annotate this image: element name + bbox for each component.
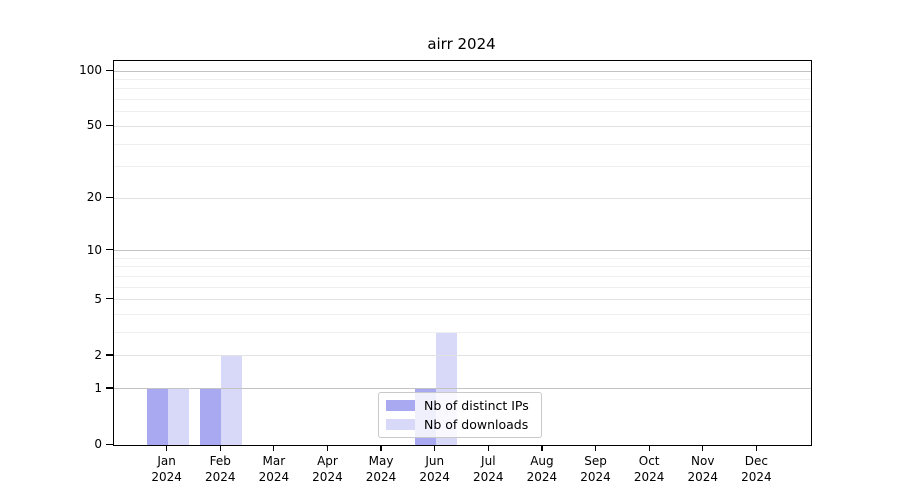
x-tick-month: Nov — [691, 454, 715, 468]
x-tick-label-jan: Jan 2024 — [132, 453, 202, 485]
x-tick-label-jul: Jul 2024 — [453, 453, 523, 485]
y-tick-mark — [106, 124, 113, 127]
x-tick-mark — [166, 445, 168, 451]
bar-downloads-jan — [167, 388, 189, 445]
x-tick-mark — [594, 445, 597, 451]
bar-downloads-feb — [221, 355, 243, 445]
y-tick-mark — [106, 69, 113, 71]
x-tick-mark — [326, 445, 329, 451]
y-tick-label: 50 — [86, 118, 102, 133]
x-tick-year: 2024 — [741, 470, 772, 484]
x-tick-label-apr: Apr 2024 — [292, 453, 362, 485]
gridline-minor — [114, 332, 811, 334]
y-tick-mark — [106, 443, 113, 445]
gridline-minor — [114, 314, 811, 316]
x-tick-year: 2024 — [687, 470, 719, 484]
gridline-mid — [114, 299, 811, 301]
legend-item-distinct-ips: Nb of distinct IPs — [386, 398, 529, 413]
chart-title: airr 2024 — [427, 35, 496, 53]
x-tick-month: Oct — [638, 454, 660, 468]
x-tick-mark — [648, 445, 650, 451]
y-tick-mark — [106, 196, 113, 198]
legend-label-distinct-ips: Nb of distinct IPs — [424, 398, 529, 413]
x-tick-mark — [487, 445, 489, 451]
x-tick-year: 2024 — [633, 470, 665, 484]
x-tick-year: 2024 — [151, 470, 182, 484]
x-tick-month: Aug — [530, 454, 554, 468]
x-tick-month: Sep — [584, 454, 607, 468]
x-tick-month: Jun — [425, 454, 445, 468]
x-tick-month: Jul — [481, 454, 496, 468]
x-tick-mark — [380, 445, 382, 451]
x-tick-year: 2024 — [580, 470, 611, 484]
x-tick-month: Mar — [262, 454, 286, 468]
y-tick-label: 20 — [86, 190, 102, 205]
gridline-mid — [114, 197, 811, 199]
x-tick-year: 2024 — [204, 470, 236, 484]
y-tick-label: 0 — [94, 437, 102, 451]
x-tick-year: 2024 — [312, 470, 343, 484]
x-tick-mark — [434, 445, 436, 451]
x-tick-label-nov: Nov 2024 — [668, 453, 738, 485]
gridline-major — [114, 250, 811, 252]
y-tick-mark — [106, 249, 113, 251]
y-tick-label: 10 — [86, 242, 102, 257]
legend-swatch-distinct-ips — [386, 400, 415, 411]
x-tick-mark — [541, 445, 543, 451]
gridline-minor — [114, 275, 811, 277]
x-tick-year: 2024 — [473, 470, 504, 484]
y-tick-label: 2 — [94, 347, 102, 362]
x-tick-label-sep: Sep 2024 — [561, 453, 631, 485]
gridline-mid — [114, 125, 811, 127]
y-tick-label: 5 — [94, 291, 102, 306]
x-tick-year: 2024 — [526, 470, 558, 484]
y-tick-label: 1 — [94, 380, 102, 395]
x-tick-label-mar: Mar 2024 — [239, 453, 309, 485]
gridline-minor — [114, 266, 811, 268]
y-tick-mark — [106, 387, 113, 389]
x-tick-label-oct: Oct 2024 — [614, 453, 684, 485]
gridline-minor — [114, 88, 811, 90]
x-tick-month: Jan — [157, 454, 176, 468]
x-tick-label-may: May 2024 — [346, 453, 416, 485]
bar-distinct-ips-jan — [146, 388, 168, 445]
gridline-minor — [114, 257, 811, 259]
legend-swatch-downloads — [386, 419, 415, 430]
x-tick-label-feb: Feb 2024 — [185, 453, 255, 485]
x-tick-month: Feb — [209, 454, 231, 468]
x-tick-year: 2024 — [365, 470, 397, 484]
legend-label-downloads: Nb of downloads — [424, 417, 529, 432]
x-tick-mark — [755, 445, 757, 451]
x-tick-label-dec: Dec 2024 — [721, 453, 791, 485]
x-tick-label-aug: Aug 2024 — [507, 453, 577, 485]
x-tick-mark — [273, 445, 275, 451]
legend: Nb of distinct IPs Nb of downloads — [378, 392, 542, 438]
y-tick-label: 100 — [79, 63, 102, 77]
gridline-minor — [114, 143, 811, 145]
gridline-major — [114, 70, 811, 72]
gridline-minor — [114, 111, 811, 113]
x-tick-mark — [702, 445, 704, 451]
x-tick-month: May — [368, 454, 394, 468]
y-tick-mark — [106, 354, 113, 356]
legend-item-downloads: Nb of downloads — [386, 417, 529, 432]
gridline-minor — [114, 286, 811, 288]
bar-distinct-ips-feb — [200, 388, 222, 445]
gridline-major — [114, 388, 811, 390]
x-tick-month: Apr — [317, 454, 338, 468]
x-tick-month: Dec — [744, 454, 768, 468]
x-tick-year: 2024 — [419, 470, 450, 484]
x-tick-mark — [219, 445, 221, 451]
y-tick-mark — [106, 298, 113, 300]
x-tick-label-jun: Jun 2024 — [400, 453, 470, 485]
plot-area — [113, 60, 812, 446]
gridline-minor — [114, 166, 811, 168]
gridline-minor — [114, 78, 811, 80]
gridline-mid — [114, 355, 811, 357]
x-tick-year: 2024 — [258, 470, 290, 484]
gridline-minor — [114, 99, 811, 101]
